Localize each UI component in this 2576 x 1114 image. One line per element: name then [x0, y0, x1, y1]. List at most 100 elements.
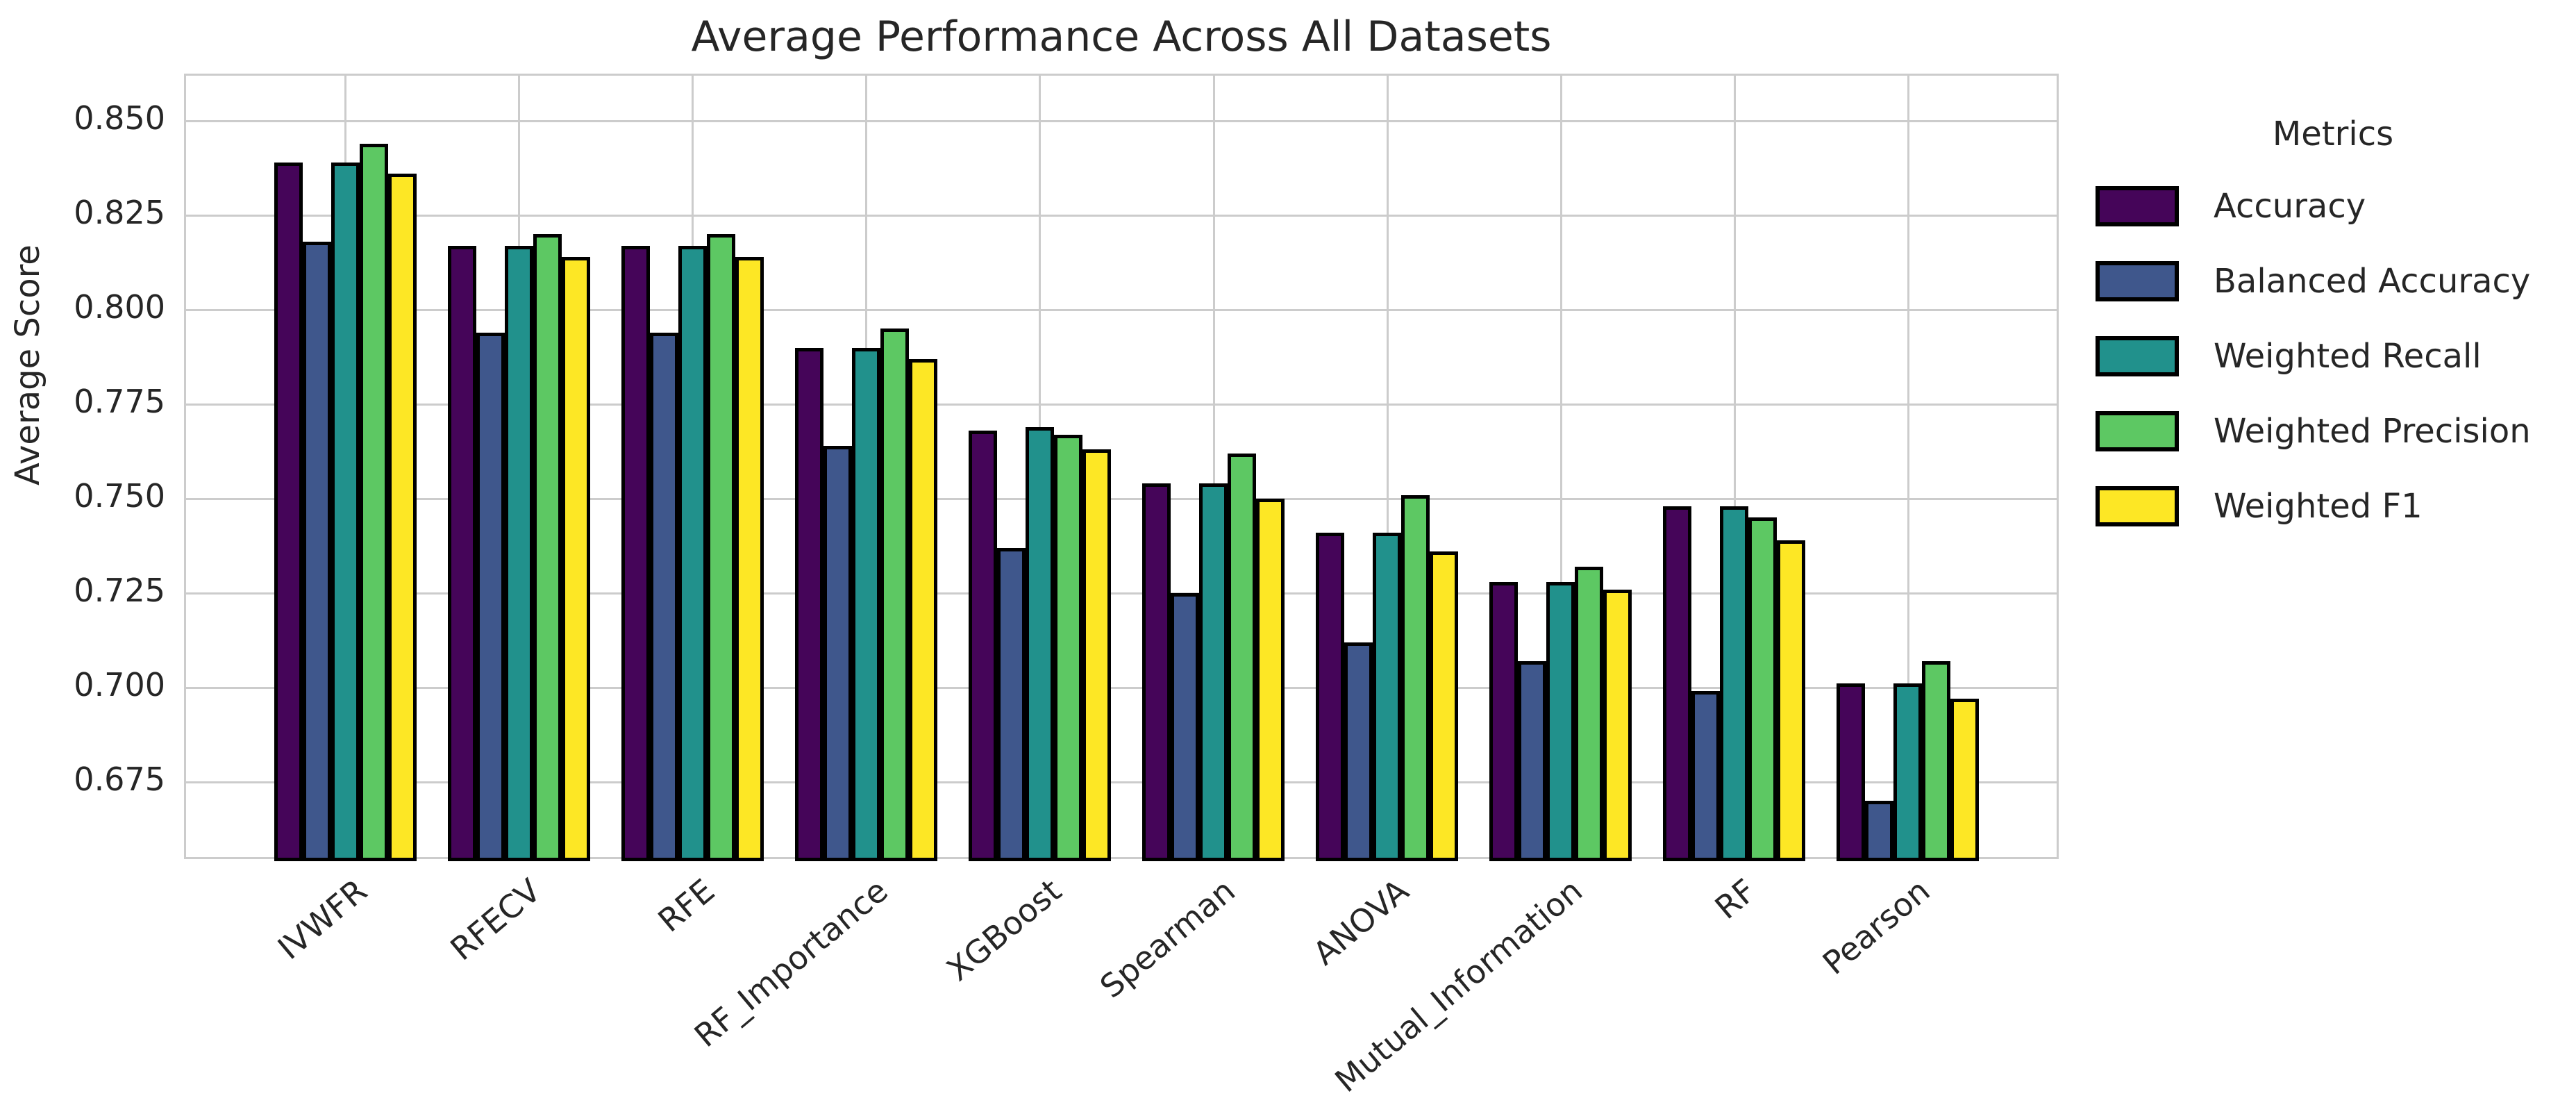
- bar-RFECV-weighted-precision: [533, 234, 562, 861]
- bar-Pearson-weighted-f1: [1950, 699, 1980, 861]
- h-gridline: [186, 686, 2057, 689]
- y-tick-label: 0.825: [74, 194, 165, 232]
- bar-XGBoost-accuracy: [968, 431, 997, 861]
- bar-Mutual_Information-balanced-accuracy: [1518, 660, 1547, 861]
- y-tick-label: 0.725: [74, 571, 165, 609]
- x-tick-label-spearman: Spearman: [1093, 872, 1243, 1006]
- bar-Mutual_Information-weighted-f1: [1603, 589, 1632, 861]
- h-gridline: [186, 592, 2057, 595]
- y-tick-label: 0.700: [74, 665, 165, 704]
- y-tick-label: 0.775: [74, 383, 165, 421]
- bar-Mutual_Information-accuracy: [1489, 581, 1519, 861]
- bar-Pearson-weighted-precision: [1922, 660, 1951, 861]
- legend-label: Accuracy: [2214, 187, 2366, 226]
- bar-ANOVA-weighted-precision: [1401, 494, 1430, 861]
- bar-Mutual_Information-weighted-recall: [1546, 581, 1575, 861]
- legend-label: Weighted Precision: [2214, 412, 2531, 451]
- y-tick-label: 0.850: [74, 99, 165, 138]
- bar-RFE-balanced-accuracy: [649, 332, 678, 861]
- legend-label: Weighted F1: [2214, 487, 2423, 526]
- bar-XGBoost-weighted-precision: [1053, 434, 1082, 861]
- bar-RF_Importance-accuracy: [794, 347, 823, 861]
- legend-swatch: [2096, 336, 2179, 376]
- bar-RFE-weighted-precision: [706, 234, 735, 861]
- legend-label: Weighted Recall: [2214, 337, 2482, 376]
- bar-RFECV-weighted-recall: [504, 245, 533, 861]
- bar-RF-weighted-precision: [1748, 517, 1778, 861]
- bar-RFE-weighted-f1: [735, 257, 764, 861]
- bar-XGBoost-weighted-recall: [1025, 426, 1054, 861]
- h-gridline: [186, 781, 2057, 783]
- bar-IVWFR-balanced-accuracy: [302, 242, 331, 861]
- x-tick-label-pearson: Pearson: [1815, 872, 1937, 982]
- y-tick-label: 0.750: [74, 477, 165, 515]
- legend-swatch: [2096, 411, 2179, 451]
- bar-IVWFR-weighted-precision: [359, 143, 388, 861]
- x-tick-label-anova: ANOVA: [1306, 872, 1416, 973]
- bar-Pearson-weighted-recall: [1893, 683, 1923, 861]
- bar-RFECV-accuracy: [447, 245, 476, 861]
- h-gridline: [186, 215, 2057, 217]
- bar-RF-accuracy: [1663, 506, 1692, 861]
- bar-Spearman-balanced-accuracy: [1171, 592, 1199, 861]
- v-gridline: [1733, 76, 1736, 857]
- legend-title: Metrics: [2272, 115, 2394, 153]
- v-gridline: [1212, 76, 1215, 857]
- legend-entry-weighted-precision: Weighted Precision: [2090, 410, 2576, 452]
- bar-Spearman-weighted-f1: [1256, 499, 1285, 861]
- legend-swatch: [2096, 261, 2179, 301]
- v-gridline: [1386, 76, 1389, 857]
- bar-Pearson-balanced-accuracy: [1865, 801, 1894, 861]
- bar-ANOVA-balanced-accuracy: [1344, 642, 1373, 861]
- bar-IVWFR-accuracy: [274, 163, 303, 861]
- x-tick-label-rfe: RFE: [651, 872, 721, 940]
- h-gridline: [186, 120, 2057, 123]
- x-tick-label-ivwfr: IVWFR: [270, 872, 374, 967]
- bar-IVWFR-weighted-f1: [387, 174, 417, 861]
- x-tick-label-rfecv: RFECV: [443, 872, 548, 968]
- legend-entry-balanced-accuracy: Balanced Accuracy: [2090, 260, 2576, 302]
- bar-RFE-weighted-recall: [678, 245, 707, 861]
- bar-RFE-accuracy: [621, 245, 650, 861]
- y-axis-label: Average Score: [8, 244, 47, 485]
- bar-RFECV-balanced-accuracy: [476, 332, 505, 861]
- legend-entry-accuracy: Accuracy: [2090, 185, 2576, 227]
- bar-XGBoost-balanced-accuracy: [996, 547, 1026, 861]
- y-tick-label: 0.675: [74, 760, 165, 798]
- legend-swatch: [2096, 186, 2179, 226]
- bar-ANOVA-weighted-f1: [1430, 551, 1459, 861]
- bar-RF-weighted-recall: [1720, 506, 1749, 861]
- v-gridline: [1559, 76, 1562, 857]
- legend-rows: Accuracy Balanced Accuracy Weighted Recall…: [2090, 185, 2576, 527]
- bar-RF-weighted-f1: [1777, 540, 1806, 861]
- legend-label: Balanced Accuracy: [2214, 262, 2531, 301]
- bar-ANOVA-weighted-recall: [1373, 532, 1402, 861]
- bar-Mutual_Information-weighted-precision: [1575, 566, 1604, 861]
- bar-Spearman-accuracy: [1142, 483, 1171, 861]
- bar-Pearson-accuracy: [1837, 683, 1866, 861]
- h-gridline: [186, 404, 2057, 406]
- legend-entry-weighted-f1: Weighted F1: [2090, 485, 2576, 527]
- bar-RF_Importance-weighted-f1: [908, 358, 937, 861]
- bar-ANOVA-accuracy: [1316, 532, 1345, 861]
- plot-area: [184, 74, 2059, 861]
- x-tick-label-xgboost: XGBoost: [939, 872, 1069, 989]
- chart-title: Average Performance Across All Datasets: [691, 13, 1552, 61]
- bar-RF_Importance-balanced-accuracy: [823, 445, 852, 861]
- bar-RFECV-weighted-f1: [561, 257, 590, 861]
- bar-RF-balanced-accuracy: [1691, 691, 1721, 861]
- v-gridline: [1907, 76, 1909, 857]
- bar-Spearman-weighted-recall: [1199, 483, 1228, 861]
- bar-IVWFR-weighted-recall: [331, 163, 360, 861]
- legend-swatch: [2096, 486, 2179, 526]
- h-gridline: [186, 309, 2057, 312]
- h-gridline: [186, 498, 2057, 500]
- legend: Metrics Accuracy Balanced Accuracy Weighte…: [2090, 115, 2576, 560]
- x-tick-label-rf: RF: [1708, 872, 1764, 926]
- bar-RF_Importance-weighted-recall: [851, 347, 880, 861]
- legend-entry-weighted-recall: Weighted Recall: [2090, 335, 2576, 377]
- bar-RF_Importance-weighted-precision: [880, 329, 909, 861]
- bar-Spearman-weighted-precision: [1228, 453, 1256, 861]
- bar-XGBoost-weighted-f1: [1082, 449, 1111, 861]
